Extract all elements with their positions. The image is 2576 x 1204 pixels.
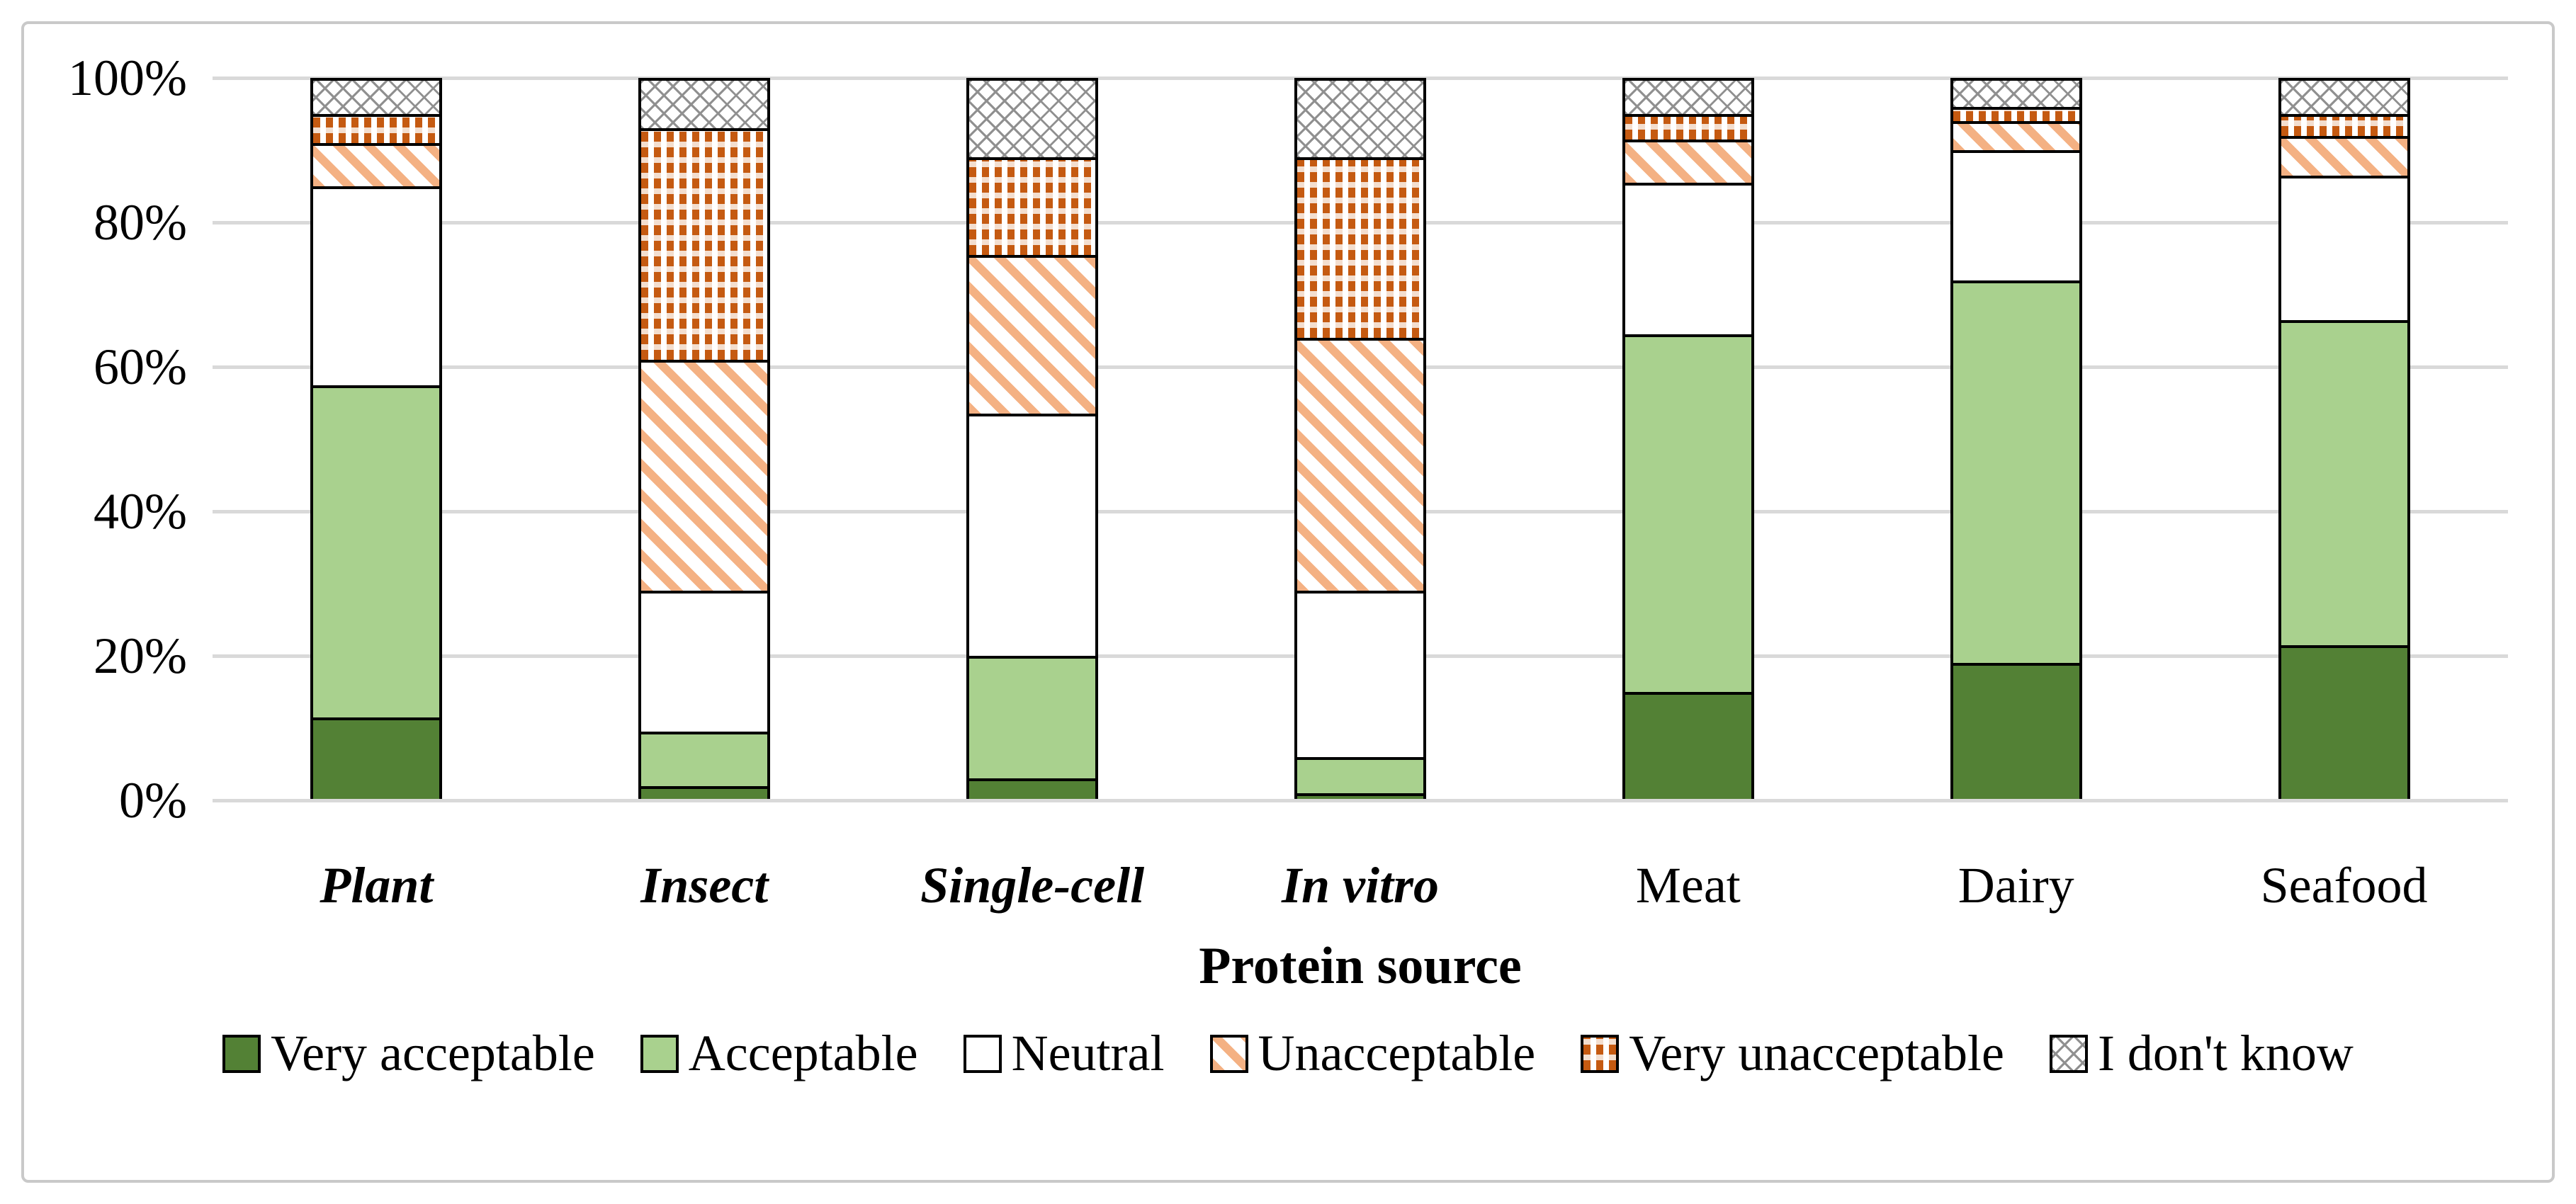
segment-unacceptable (1294, 338, 1426, 594)
x-tick-label-meat: Meat (1635, 857, 1741, 914)
segment-neutral (1294, 591, 1426, 760)
bar-meat (1622, 78, 1754, 800)
y-tick-label-20: 20% (94, 627, 187, 684)
legend-label: Neutral (1011, 1025, 1165, 1081)
segment-i-don-t-know (2278, 78, 2410, 117)
bar-in-vitro (1294, 78, 1426, 800)
segment-very-acceptable (1950, 663, 2082, 800)
segment-acceptable (1294, 756, 1426, 796)
legend-swatch-solid-dark-green (222, 1034, 261, 1073)
gridline-0 (213, 798, 2508, 802)
y-tick-label-40: 40% (94, 483, 187, 540)
legend-label: Acceptable (688, 1025, 918, 1081)
legend-item-neutral: Neutral (963, 1024, 1165, 1083)
segment-unacceptable (638, 359, 771, 594)
segment-very-unacceptable (1294, 157, 1426, 341)
bar-insect (638, 78, 771, 800)
segment-i-don-t-know (1622, 78, 1754, 117)
segment-neutral (1950, 150, 2082, 283)
segment-very-unacceptable (638, 128, 771, 363)
bar-plant (310, 78, 443, 800)
segment-i-don-t-know (638, 78, 771, 132)
legend-swatch-solid-white (963, 1034, 1002, 1073)
segment-very-unacceptable (2278, 114, 2410, 139)
legend: Very acceptable Acceptable Neutral Unaccept… (24, 1024, 2552, 1083)
segment-unacceptable (2278, 135, 2410, 178)
segment-acceptable (2278, 319, 2410, 648)
segment-i-don-t-know (310, 78, 443, 117)
segment-neutral (966, 414, 1099, 659)
segment-acceptable (638, 732, 771, 789)
x-tick-label-in-vitro: In vitro (1281, 857, 1439, 914)
segment-acceptable (1950, 280, 2082, 666)
y-tick-label-80: 80% (94, 194, 187, 251)
segment-very-acceptable (2278, 644, 2410, 800)
y-tick-label-60: 60% (94, 339, 187, 395)
legend-item-very-acceptable: Very acceptable (222, 1024, 595, 1083)
legend-label: Very acceptable (271, 1025, 595, 1081)
bar-dairy (1950, 78, 2082, 800)
segment-neutral (310, 186, 443, 388)
x-tick-label-single-cell: Single-cell (920, 857, 1145, 914)
bars-layer (213, 78, 2508, 800)
chart-figure: 0% 20% 40% 60% 80% 100% Plant Insect Single-cel… (21, 21, 2555, 1183)
x-tick-label-plant: Plant (320, 857, 434, 914)
bar-seafood (2278, 78, 2410, 800)
legend-swatch-solid-light-green (640, 1034, 679, 1073)
segment-unacceptable (310, 142, 443, 189)
segment-i-don-t-know (966, 78, 1099, 161)
legend-swatch-checkered (1581, 1034, 1620, 1073)
legend-item-i-don-t-know: I don't know (2049, 1024, 2354, 1083)
plot-area (213, 76, 2508, 802)
segment-neutral (638, 591, 771, 735)
segment-i-don-t-know (1950, 78, 2082, 110)
x-axis-title: Protein source (1199, 937, 1522, 995)
legend-label: Unacceptable (1258, 1025, 1536, 1081)
legend-item-very-unacceptable: Very unacceptable (1581, 1024, 2004, 1083)
y-tick-label-0: 0% (119, 772, 187, 829)
legend-item-acceptable: Acceptable (640, 1024, 918, 1083)
segment-acceptable (1622, 334, 1754, 695)
legend-item-unacceptable: Unacceptable (1209, 1024, 1536, 1083)
segment-neutral (1622, 182, 1754, 338)
x-tick-label-insect: Insect (640, 857, 769, 914)
legend-label: I don't know (2097, 1025, 2354, 1081)
legend-swatch-crosshatch (2049, 1034, 2088, 1073)
segment-very-acceptable (310, 717, 443, 800)
legend-swatch-diagonal-stripes (1209, 1034, 1248, 1073)
segment-very-acceptable (1622, 692, 1754, 800)
bar-single-cell (966, 78, 1099, 800)
segment-very-unacceptable (1622, 114, 1754, 142)
segment-very-unacceptable (310, 114, 443, 146)
x-tick-label-dairy: Dairy (1958, 857, 2074, 914)
segment-acceptable (966, 656, 1099, 782)
y-tick-label-100: 100% (68, 50, 187, 106)
segment-unacceptable (1622, 139, 1754, 186)
legend-label: Very unacceptable (1629, 1025, 2004, 1081)
segment-i-don-t-know (1294, 78, 1426, 161)
segment-very-unacceptable (966, 157, 1099, 258)
x-tick-label-seafood: Seafood (2260, 857, 2428, 914)
segment-very-acceptable (966, 778, 1099, 800)
segment-unacceptable (1950, 121, 2082, 153)
segment-unacceptable (966, 254, 1099, 417)
segment-neutral (2278, 175, 2410, 323)
segment-acceptable (310, 385, 443, 720)
